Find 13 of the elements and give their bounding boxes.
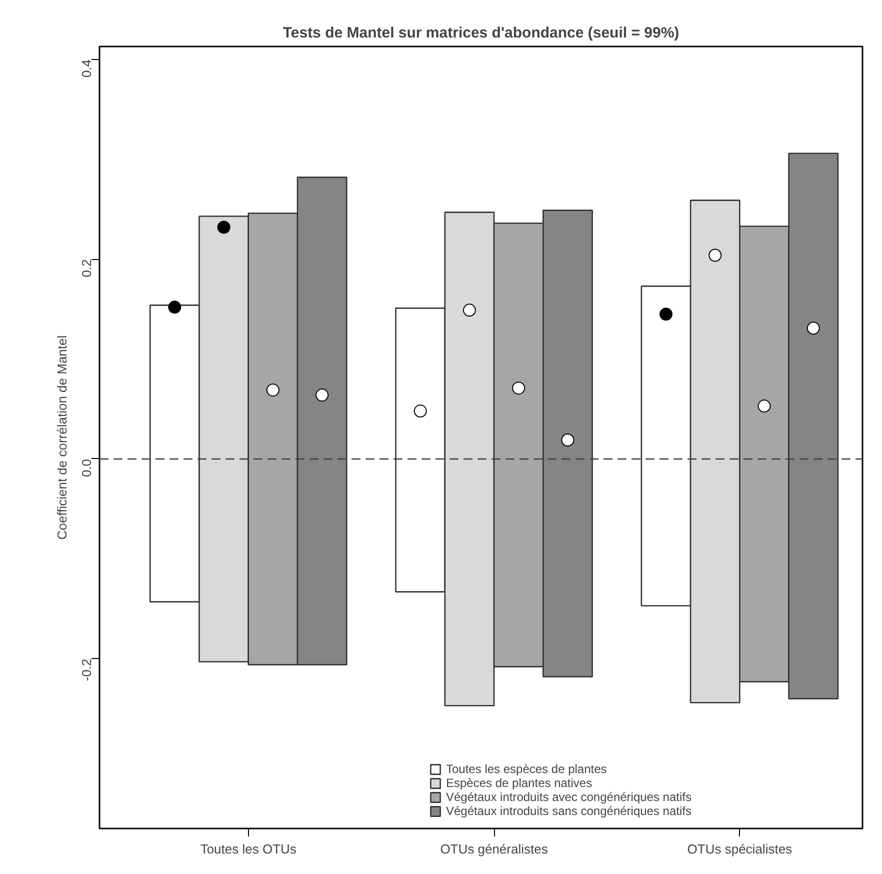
legend-label: Végétaux introduits avec congénériques natifs bbox=[446, 790, 692, 804]
y-tick-label: -0.2 bbox=[79, 658, 94, 682]
y-tick-label: 0.2 bbox=[79, 259, 94, 278]
y-axis-title: Coefficient de corrélation de Mantel bbox=[54, 335, 70, 540]
chart-title: Tests de Mantel sur matrices d'abondance (seuil = 99%) bbox=[282, 24, 680, 42]
x-tick-label: OTUs spécialistes bbox=[687, 842, 793, 856]
x-tick-label: OTUs généralistes bbox=[440, 842, 548, 856]
legend-label: Espèces de plantes natives bbox=[446, 776, 592, 790]
x-tick-label: Toutes les OTUs bbox=[200, 842, 297, 856]
legend-label: Toutes les espèces de plantes bbox=[446, 762, 607, 776]
y-tick-label: 0.4 bbox=[79, 59, 94, 78]
legend-label: Végétaux introduits sans congénériques natifs bbox=[446, 804, 692, 818]
y-tick-label: 0.0 bbox=[79, 458, 94, 478]
